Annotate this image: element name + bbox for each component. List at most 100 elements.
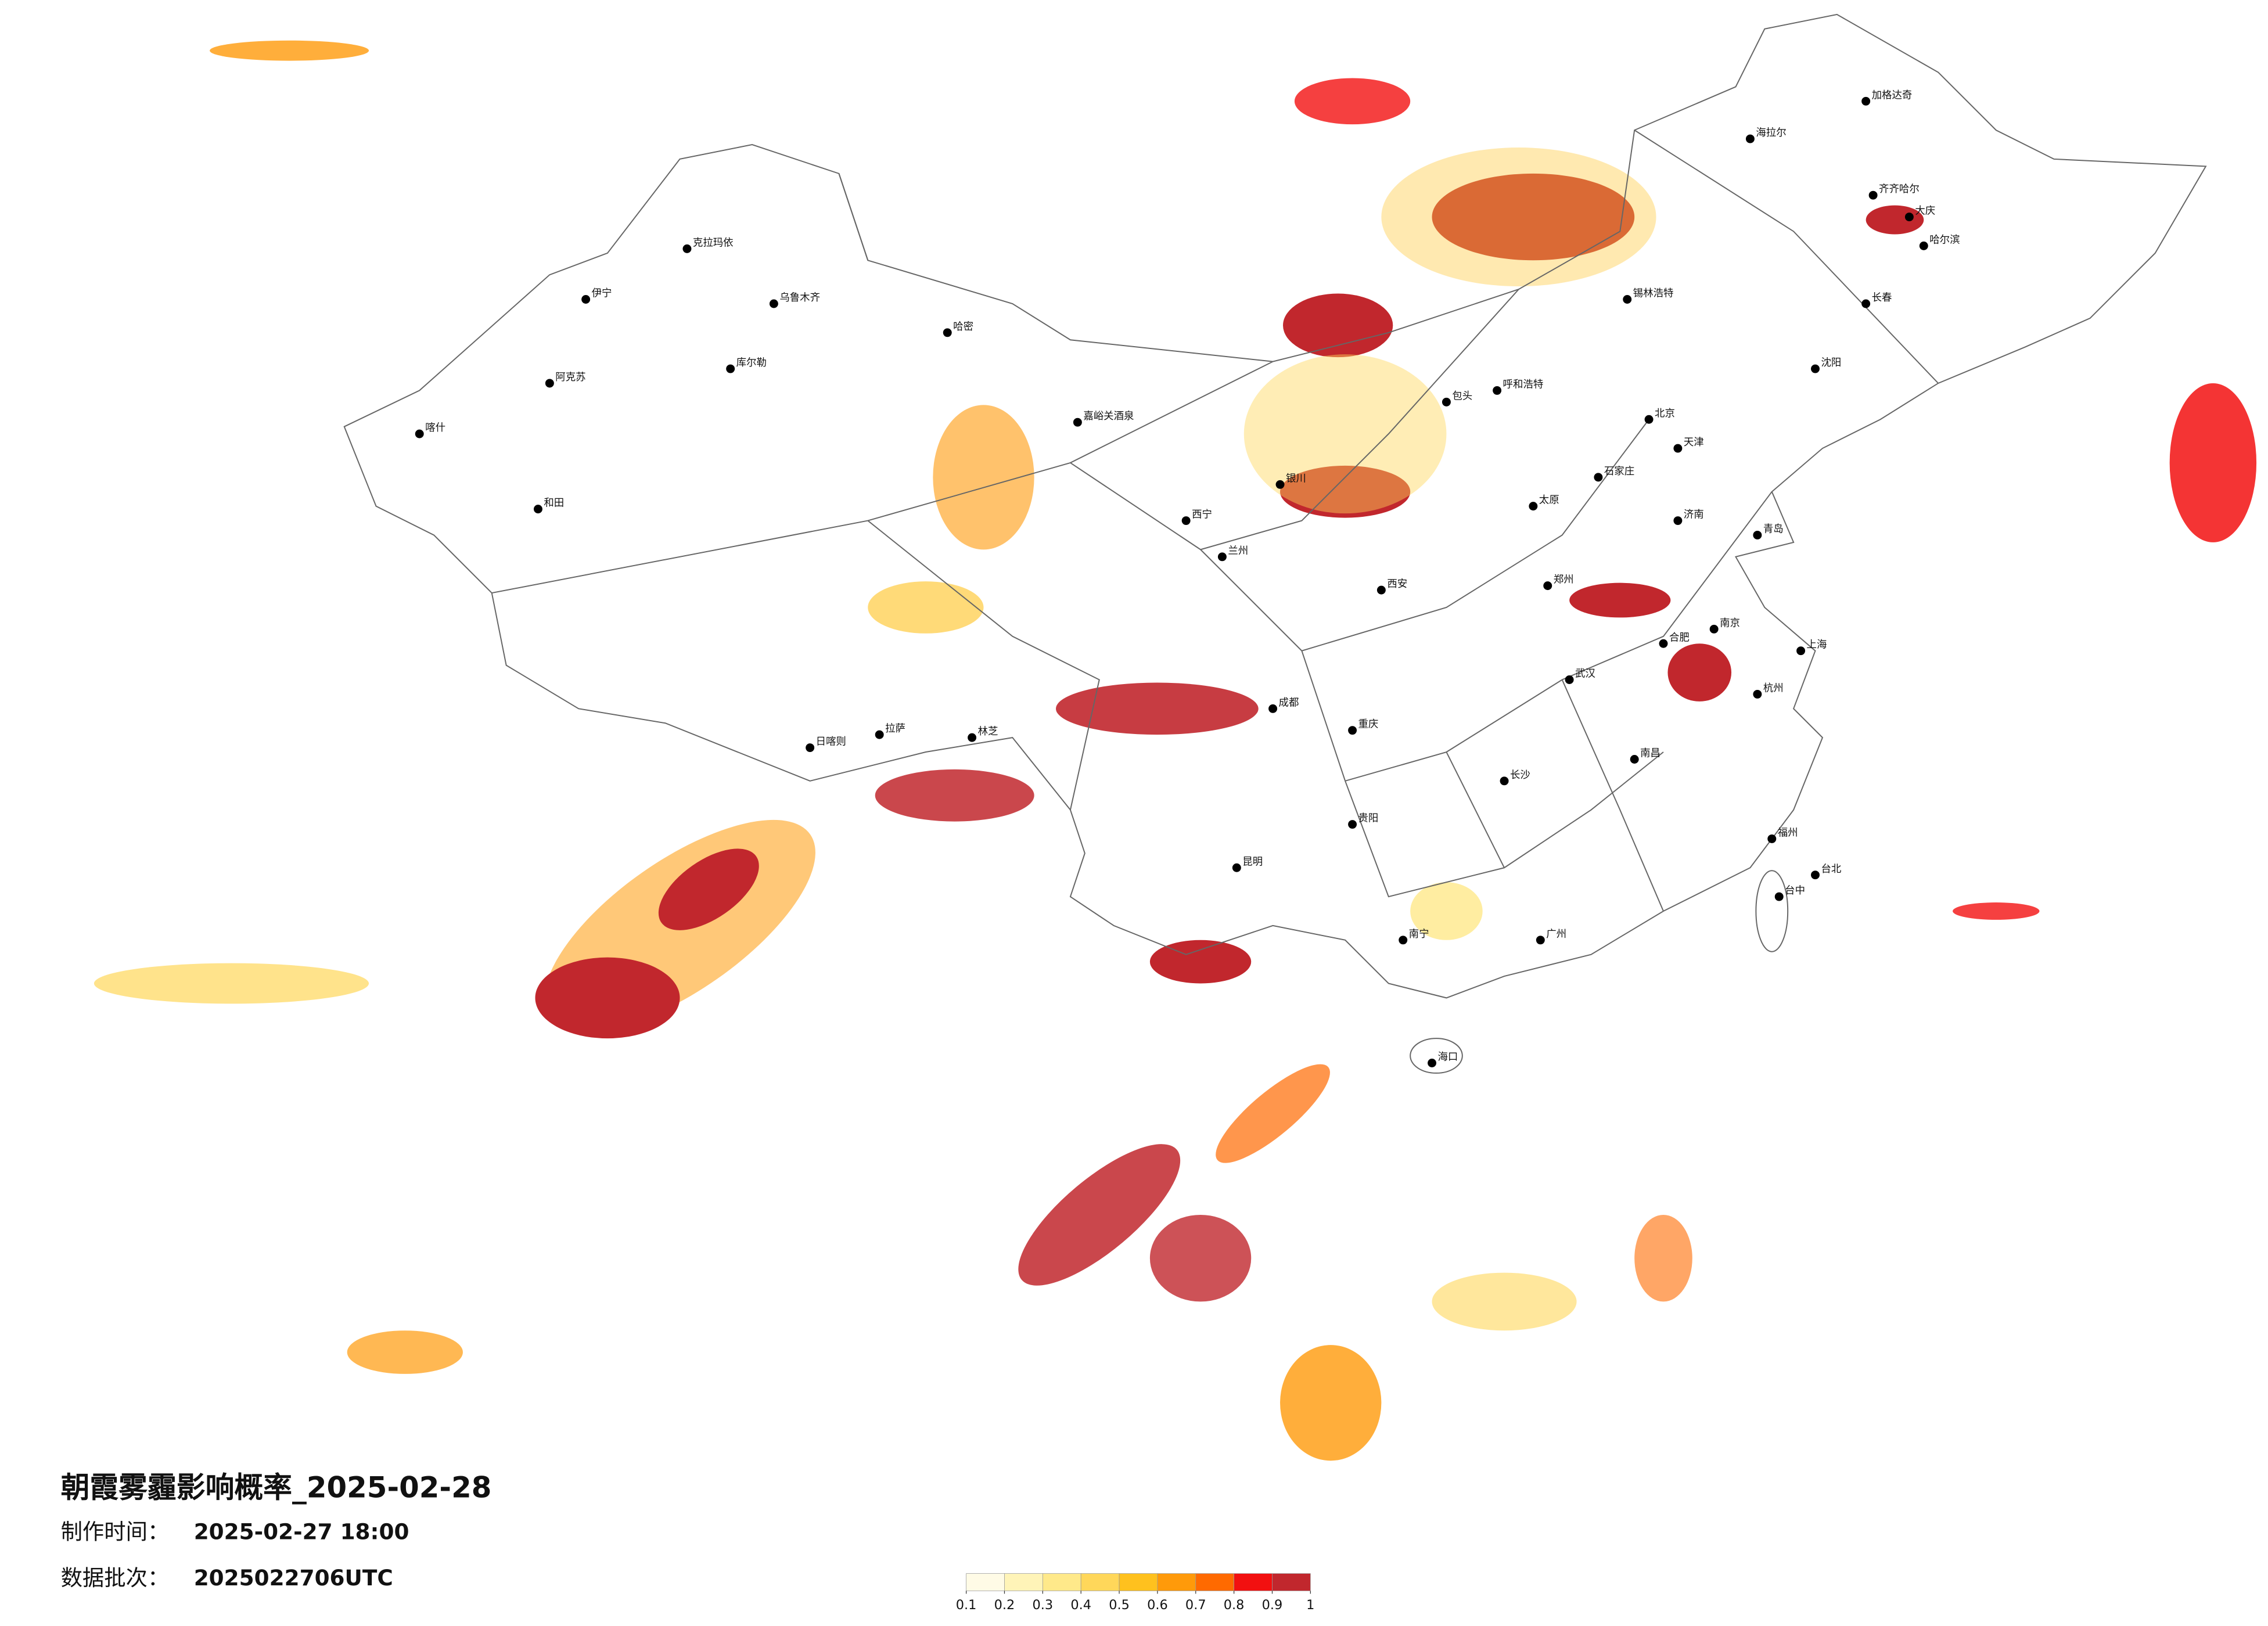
colorbar-bin — [1042, 1573, 1081, 1591]
city-label: 长沙 — [1510, 769, 1530, 781]
city-label: 福州 — [1778, 827, 1798, 839]
city-dot — [806, 743, 815, 753]
city-dot — [1565, 675, 1574, 684]
city-label: 银川 — [1286, 473, 1306, 484]
city-dot — [1348, 820, 1357, 829]
city-label: 喀什 — [425, 422, 445, 434]
batch-label: 数据批次： — [61, 1565, 170, 1591]
city-dot — [943, 328, 952, 337]
city-dot — [1861, 299, 1871, 308]
city-dot — [1811, 364, 1820, 373]
city-dot — [581, 295, 591, 304]
taiwan — [1755, 870, 1789, 952]
colorbar-tick-label: 0.9 — [1262, 1598, 1283, 1613]
colorbar-bin — [1004, 1573, 1043, 1591]
city-dot — [1753, 530, 1762, 539]
city-label: 重庆 — [1358, 719, 1379, 731]
city-dot — [1623, 295, 1632, 304]
colorbar-tick-label: 0.5 — [1109, 1598, 1130, 1613]
city-dot — [875, 730, 884, 739]
city-dot — [1904, 213, 1914, 222]
colorbar-tick-label: 0.1 — [956, 1598, 977, 1613]
city-label: 加格达奇 — [1872, 89, 1913, 101]
city-dot — [1745, 134, 1755, 143]
city-dot — [1536, 936, 1545, 945]
city-dot — [1428, 1059, 1437, 1067]
colorbar: 0.1 0.2 0.3 0.4 0.5 0.6 0.7 0.8 0.9 1 — [956, 1573, 1314, 1613]
city-dot — [1376, 585, 1386, 595]
city-label: 南宁 — [1409, 929, 1429, 940]
city-label: 克拉玛依 — [693, 237, 734, 249]
city-dot — [769, 299, 778, 308]
city-dot — [1275, 480, 1285, 489]
city-dot — [682, 244, 692, 253]
city-label: 上海 — [1807, 639, 1827, 651]
produced-value: 2025-02-27 18:00 — [194, 1519, 409, 1544]
country-outline — [343, 13, 2207, 999]
city-dot — [1767, 834, 1777, 843]
city-label: 天津 — [1684, 437, 1704, 448]
city-label: 呼和浩特 — [1503, 379, 1544, 390]
colorbar-tick-label: 0.8 — [1224, 1598, 1245, 1613]
city-dot — [1774, 892, 1784, 901]
city-dot — [1594, 473, 1603, 482]
city-dot — [545, 379, 554, 388]
city-dot — [1709, 624, 1719, 634]
city-label: 大庆 — [1915, 206, 1935, 217]
city-label: 石家庄 — [1604, 466, 1634, 477]
city-label: 库尔勒 — [736, 357, 767, 369]
city-dot — [1268, 704, 1278, 713]
city-label: 西安 — [1387, 578, 1407, 590]
colorbar-bin — [1195, 1573, 1234, 1591]
colorbar-tick-label: 0.2 — [994, 1598, 1015, 1613]
city-dot — [1811, 870, 1820, 880]
colorbar-tick-label: 1 — [1306, 1598, 1314, 1613]
colorbar-bin — [1080, 1573, 1120, 1591]
city-label: 海口 — [1437, 1052, 1458, 1063]
city-dot — [968, 733, 977, 742]
colorbar-bin — [1157, 1573, 1196, 1591]
city-dot — [533, 505, 542, 514]
city-label: 台中 — [1785, 885, 1805, 897]
city-dot — [1529, 502, 1538, 511]
city-label: 兰州 — [1228, 545, 1248, 557]
city-dot — [1919, 241, 1928, 250]
batch-value: 2025022706UTC — [194, 1565, 393, 1591]
city-label: 济南 — [1684, 509, 1704, 521]
city-label: 哈密 — [953, 321, 973, 333]
colorbar-tick-label: 0.7 — [1185, 1598, 1206, 1613]
map-title: 朝霞雾霾影响概率_2025-02-28 — [61, 1471, 492, 1505]
city-label: 齐齐哈尔 — [1879, 184, 1920, 195]
city-label: 林芝 — [978, 726, 998, 738]
city-dot — [1399, 936, 1408, 945]
colorbar-bin — [1272, 1573, 1311, 1591]
city-dot — [1868, 190, 1878, 200]
city-dot — [726, 364, 735, 373]
city-dot — [1644, 415, 1654, 424]
city-dot — [1659, 639, 1668, 648]
city-dot — [1500, 776, 1509, 786]
city-label: 伊宁 — [592, 288, 612, 300]
city-dot — [1796, 646, 1806, 656]
city-label: 郑州 — [1554, 574, 1574, 586]
city-label: 哈尔滨 — [1929, 234, 1960, 246]
colorbar-bin — [1119, 1573, 1158, 1591]
city-label: 成都 — [1279, 697, 1299, 708]
city-label: 阿克苏 — [555, 372, 585, 383]
city-dot — [1673, 444, 1683, 453]
city-dot — [1753, 689, 1762, 699]
city-dot — [1493, 386, 1502, 395]
city-dot — [1543, 581, 1552, 591]
city-label: 乌鲁木齐 — [779, 292, 820, 304]
city-label: 和田 — [544, 498, 564, 509]
produced-label: 制作时间： — [61, 1519, 170, 1544]
boundaries — [343, 13, 2207, 1074]
city-label: 杭州 — [1763, 682, 1784, 694]
city-dot — [1073, 418, 1082, 427]
city-label: 南京 — [1720, 617, 1740, 629]
city-label: 西宁 — [1192, 509, 1212, 521]
city-label: 贵阳 — [1358, 813, 1379, 825]
